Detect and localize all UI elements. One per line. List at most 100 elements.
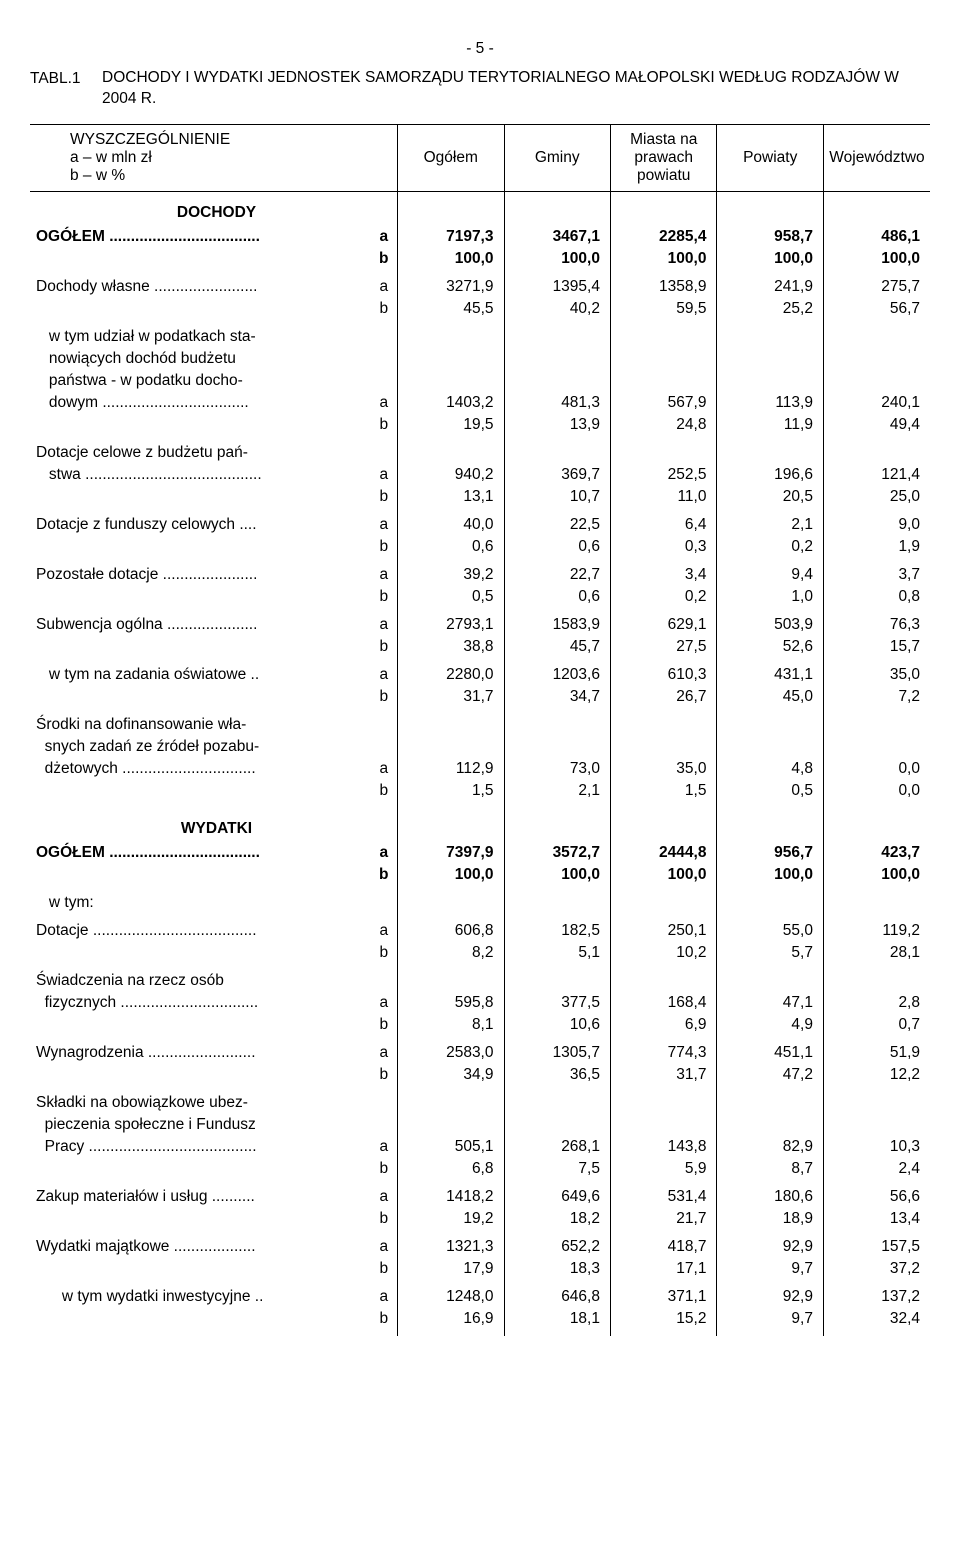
num-cell: 180,6 (717, 1186, 823, 1208)
num-cell: 649,6 (504, 1186, 610, 1208)
num-cell: 45,0 (717, 686, 823, 708)
num-cell: 27,5 (610, 636, 716, 658)
col-header: Województwo (823, 124, 930, 191)
row-label (30, 414, 375, 436)
num-cell (610, 714, 716, 736)
num-cell: 82,9 (717, 1136, 823, 1158)
row-label: stwa ...................................… (30, 464, 375, 486)
table-row: w tym udział w podatkach sta- (30, 326, 930, 348)
section-heading: WYDATKI (30, 808, 398, 842)
num-cell: 18,1 (504, 1308, 610, 1330)
num-cell: 22,5 (504, 514, 610, 536)
num-cell: 0,8 (823, 586, 930, 608)
ab-cell (375, 892, 398, 914)
table-row: dżetowych ..............................… (30, 758, 930, 780)
num-cell: 486,1 (823, 226, 930, 248)
table-row: Wynagrodzenia .........................a… (30, 1042, 930, 1064)
ab-cell: a (375, 664, 398, 686)
num-cell: 9,4 (717, 564, 823, 586)
num-cell: 1395,4 (504, 276, 610, 298)
num-cell: 275,7 (823, 276, 930, 298)
num-cell (398, 370, 504, 392)
ab-cell: a (375, 226, 398, 248)
num-cell (398, 892, 504, 914)
num-cell: 52,6 (717, 636, 823, 658)
num-cell: 100,0 (398, 248, 504, 270)
num-cell: 11,9 (717, 414, 823, 436)
table-row: b1,52,11,50,50,0 (30, 780, 930, 802)
num-cell: 9,7 (717, 1258, 823, 1280)
num-cell: 13,4 (823, 1208, 930, 1230)
table-row: Pozostałe dotacje ......................… (30, 564, 930, 586)
num-cell (717, 442, 823, 464)
num-cell: 2280,0 (398, 664, 504, 686)
spec-line: b – w % (70, 167, 393, 185)
table-row: b31,734,726,745,07,2 (30, 686, 930, 708)
ab-cell: b (375, 414, 398, 436)
ab-cell: b (375, 1064, 398, 1086)
num-cell: 17,9 (398, 1258, 504, 1280)
num-cell: 143,8 (610, 1136, 716, 1158)
num-cell: 0,6 (398, 536, 504, 558)
ab-cell: b (375, 1258, 398, 1280)
num-cell: 0,0 (823, 758, 930, 780)
row-label-line: snych zadań ze źródeł pozabu- (30, 736, 375, 758)
num-cell: 7197,3 (398, 226, 504, 248)
col-header: Gminy (504, 124, 610, 191)
num-cell: 32,4 (823, 1308, 930, 1330)
ab-cell: b (375, 486, 398, 508)
ab-cell (375, 1092, 398, 1114)
table-row: Składki na obowiązkowe ubez- (30, 1092, 930, 1114)
num-cell: 241,9 (717, 276, 823, 298)
num-cell: 45,5 (398, 298, 504, 320)
num-cell: 17,1 (610, 1258, 716, 1280)
num-cell (610, 1092, 716, 1114)
num-cell: 34,7 (504, 686, 610, 708)
empty-cell (610, 808, 716, 842)
num-cell (610, 1114, 716, 1136)
num-cell: 73,0 (504, 758, 610, 780)
num-cell: 377,5 (504, 992, 610, 1014)
num-cell (717, 970, 823, 992)
num-cell: 8,1 (398, 1014, 504, 1036)
num-cell: 100,0 (610, 248, 716, 270)
num-cell (717, 1092, 823, 1114)
num-cell: 20,5 (717, 486, 823, 508)
table-row: b16,918,115,29,732,4 (30, 1308, 930, 1330)
ab-cell: a (375, 464, 398, 486)
empty-cell (398, 808, 504, 842)
table-row: Dotacje ................................… (30, 920, 930, 942)
num-cell (504, 1092, 610, 1114)
num-cell: 51,9 (823, 1042, 930, 1064)
num-cell: 0,6 (504, 586, 610, 608)
num-cell: 3,7 (823, 564, 930, 586)
num-cell: 431,1 (717, 664, 823, 686)
num-cell: 45,7 (504, 636, 610, 658)
num-cell: 26,7 (610, 686, 716, 708)
num-cell (823, 348, 930, 370)
page-number: - 5 - (30, 40, 930, 58)
num-cell: 100,0 (717, 864, 823, 886)
num-cell: 956,7 (717, 842, 823, 864)
num-cell: 31,7 (610, 1064, 716, 1086)
table-row: b17,918,317,19,737,2 (30, 1258, 930, 1280)
table-row: w tym: (30, 892, 930, 914)
table-row: Środki na dofinansowanie wła- (30, 714, 930, 736)
table-row: b0,60,60,30,21,9 (30, 536, 930, 558)
num-cell: 92,9 (717, 1286, 823, 1308)
table-row: nowiących dochód budżetu (30, 348, 930, 370)
num-cell: 6,9 (610, 1014, 716, 1036)
num-cell: 112,9 (398, 758, 504, 780)
num-cell: 19,2 (398, 1208, 504, 1230)
ab-cell: b (375, 942, 398, 964)
spec-line: WYSZCZEGÓLNIENIE (70, 131, 393, 149)
empty-cell (398, 191, 504, 226)
num-cell (504, 970, 610, 992)
row-label-line: Składki na obowiązkowe ubez- (30, 1092, 375, 1114)
num-cell: 646,8 (504, 1286, 610, 1308)
num-cell (610, 736, 716, 758)
num-cell: 0,2 (717, 536, 823, 558)
num-cell: 418,7 (610, 1236, 716, 1258)
empty-cell (504, 191, 610, 226)
row-label (30, 1064, 375, 1086)
